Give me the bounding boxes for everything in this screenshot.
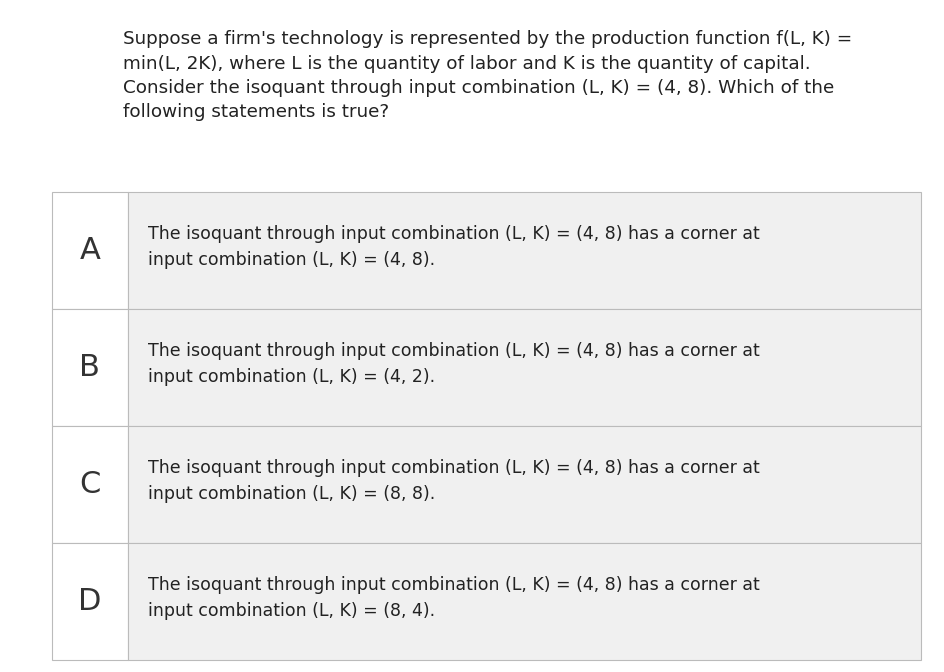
- Text: The isoquant through input combination (L, K) = (4, 8) has a corner at
input com: The isoquant through input combination (…: [148, 576, 759, 620]
- Bar: [127, 192, 920, 308]
- Text: Suppose a firm's technology is represented by the production function f(L, K) =
: Suppose a firm's technology is represent…: [123, 30, 851, 121]
- Text: The isoquant through input combination (L, K) = (4, 8) has a corner at
input com: The isoquant through input combination (…: [148, 342, 759, 386]
- Text: The isoquant through input combination (L, K) = (4, 8) has a corner at
input com: The isoquant through input combination (…: [148, 225, 759, 269]
- Bar: [127, 543, 920, 660]
- Text: The isoquant through input combination (L, K) = (4, 8) has a corner at
input com: The isoquant through input combination (…: [148, 459, 759, 503]
- Text: A: A: [79, 236, 100, 265]
- Text: D: D: [78, 587, 101, 616]
- Bar: [52, 543, 127, 660]
- Bar: [127, 426, 920, 543]
- Bar: [52, 308, 127, 426]
- Bar: [52, 426, 127, 543]
- Bar: [52, 192, 127, 308]
- Text: B: B: [79, 353, 100, 382]
- Bar: [127, 308, 920, 426]
- Text: C: C: [79, 470, 100, 499]
